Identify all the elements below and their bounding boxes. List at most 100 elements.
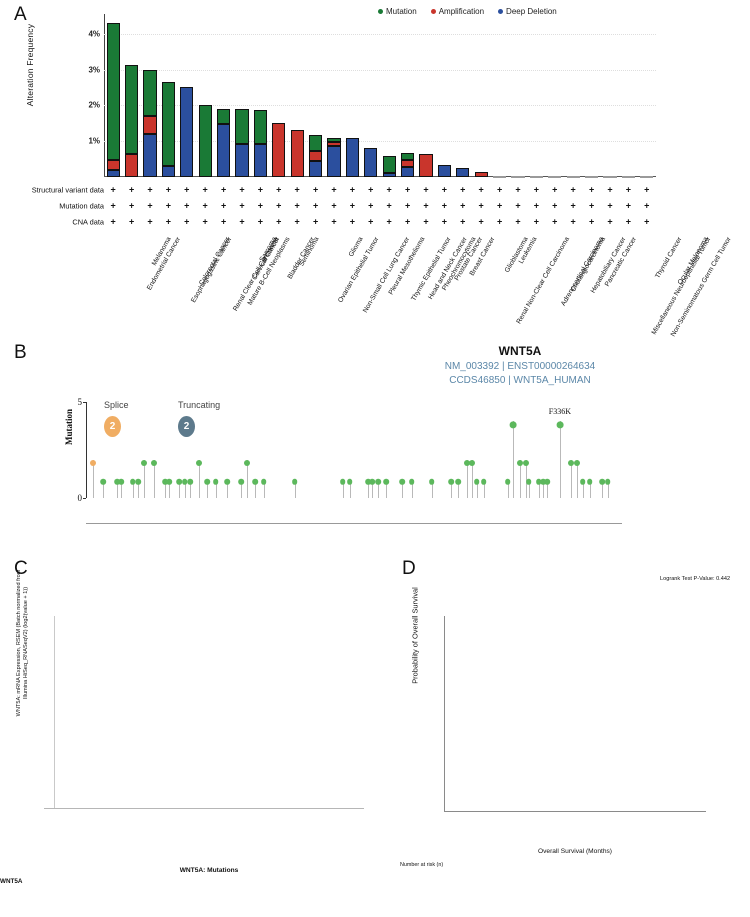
panel-a-bar[interactable] bbox=[106, 22, 120, 177]
panel-b-lollipop-marker[interactable] bbox=[586, 478, 593, 485]
panel-b-lollipop-marker[interactable] bbox=[140, 459, 147, 466]
panel-b-lollipop-marker[interactable] bbox=[135, 478, 141, 485]
panel-b-lollipop-marker[interactable] bbox=[383, 478, 390, 485]
panel-b-badge-count-splice[interactable]: 2 bbox=[104, 416, 121, 437]
panel-b-lollipop-marker[interactable] bbox=[118, 478, 125, 485]
panel-a-bar[interactable] bbox=[216, 108, 231, 177]
panel-a-bar-segment bbox=[106, 22, 120, 161]
panel-b-lollipop-marker[interactable] bbox=[409, 478, 415, 485]
panel-b-lollipop-marker[interactable] bbox=[252, 478, 259, 485]
panel-b-lollipop-marker[interactable] bbox=[509, 421, 517, 429]
panel-a-y-tick-4%: 4% bbox=[88, 29, 100, 39]
panel-a-bar-segment bbox=[143, 134, 157, 177]
panel-b-lollipop-marker[interactable] bbox=[579, 478, 586, 485]
panel-b-lollipop-marker[interactable] bbox=[473, 478, 480, 485]
panel-b-lollipop-marker[interactable] bbox=[556, 421, 564, 429]
panel-b-lollipop-marker[interactable] bbox=[448, 478, 455, 485]
panel-b-y-axis-line bbox=[86, 402, 87, 498]
panel-a-legend-item-amplification: Amplification bbox=[430, 7, 485, 16]
panel-b-lollipop-stem bbox=[207, 478, 209, 498]
panel-a-bar[interactable] bbox=[290, 130, 304, 177]
panel-b-lollipop-marker[interactable] bbox=[114, 478, 120, 485]
panel-b-lollipop-marker[interactable] bbox=[150, 459, 157, 466]
panel-b-lollipop-stem bbox=[342, 478, 344, 498]
panel-b-lollipop-marker[interactable] bbox=[504, 478, 511, 485]
panel-a-bar[interactable] bbox=[272, 122, 286, 177]
panel-b-lollipop-marker[interactable] bbox=[526, 478, 532, 485]
panel-a-bar[interactable] bbox=[180, 87, 194, 177]
panel-b-lollipop-marker[interactable] bbox=[375, 478, 381, 485]
panel-a-bar[interactable] bbox=[308, 135, 323, 177]
panel-b-lollipop-marker[interactable] bbox=[187, 478, 194, 485]
panel-b-lollipop-marker[interactable] bbox=[399, 478, 405, 485]
panel-b-lollipop-marker[interactable] bbox=[224, 478, 230, 485]
panel-a-bar[interactable] bbox=[419, 154, 433, 177]
panel-a-bar[interactable] bbox=[235, 109, 249, 177]
panel-a-availability-plus-icon: + bbox=[460, 200, 466, 211]
panel-b-lollipop-marker[interactable] bbox=[365, 478, 371, 485]
panel-b-lollipop-marker[interactable] bbox=[238, 478, 244, 485]
panel-b-lollipop-marker[interactable] bbox=[369, 478, 376, 485]
panel-b-lollipop-marker[interactable] bbox=[463, 459, 470, 466]
panel-b-lollipop-marker[interactable] bbox=[176, 478, 182, 485]
panel-a-availability-plus-icon: + bbox=[588, 200, 595, 211]
panel-d-x-axis-title: Overall Survival (Months) bbox=[537, 848, 612, 855]
panel-a-bar[interactable] bbox=[345, 138, 359, 177]
panel-b-lollipop-marker[interactable] bbox=[605, 478, 611, 485]
panel-a-availability-plus-icon: + bbox=[588, 216, 595, 227]
panel-a-bar[interactable] bbox=[327, 137, 341, 177]
panel-b-lollipop-marker[interactable] bbox=[540, 478, 546, 485]
panel-a-availability-plus-icon: + bbox=[276, 216, 282, 227]
panel-a-bar[interactable] bbox=[124, 65, 139, 177]
panel-b-lollipop-marker[interactable] bbox=[291, 478, 298, 485]
panel-b-lollipop-marker[interactable] bbox=[181, 478, 188, 485]
panel-c-boxplot: C WNT5A: mRNA Expression, RSEM (Batch no… bbox=[0, 556, 392, 917]
panel-b-lollipop-stem bbox=[559, 421, 561, 498]
panel-a-bar[interactable] bbox=[474, 172, 488, 177]
panel-b-lollipop-marker[interactable] bbox=[523, 459, 530, 466]
panel-b-lollipop-marker[interactable] bbox=[339, 478, 346, 485]
panel-b-lollipop-marker[interactable] bbox=[544, 478, 551, 485]
panel-b-lollipop-marker[interactable] bbox=[535, 478, 542, 485]
panel-b-lollipop-marker[interactable] bbox=[212, 478, 219, 485]
panel-b-lollipop-marker[interactable] bbox=[573, 459, 580, 466]
panel-a-bar[interactable] bbox=[382, 151, 396, 177]
panel-b-lollipop-marker[interactable] bbox=[166, 478, 173, 485]
panel-b-lollipop-marker[interactable] bbox=[243, 459, 250, 466]
panel-a-availability-plus-icon: + bbox=[257, 216, 264, 227]
panel-b-lollipop-marker[interactable] bbox=[90, 459, 97, 466]
panel-b-lollipop-marker[interactable] bbox=[568, 459, 575, 466]
panel-b-lollipop-stem bbox=[349, 478, 351, 498]
panel-b-lollipop-marker[interactable] bbox=[260, 478, 267, 485]
panel-b-lollipop-marker[interactable] bbox=[455, 478, 462, 485]
panel-b-lollipop-marker[interactable] bbox=[195, 459, 202, 466]
panel-b-lollipop-stem bbox=[184, 478, 186, 498]
panel-b-lollipop-marker[interactable] bbox=[480, 478, 487, 485]
panel-a-bar[interactable] bbox=[198, 104, 212, 177]
panel-a-availability-plus-icon: + bbox=[496, 200, 503, 211]
panel-a-bar[interactable] bbox=[253, 109, 267, 177]
panel-b-lollipop-marker[interactable] bbox=[517, 459, 524, 466]
panel-a-bar[interactable] bbox=[400, 153, 415, 177]
panel-b-lollipop-stem bbox=[215, 478, 217, 498]
panel-a-bar[interactable] bbox=[456, 167, 470, 177]
panel-b-lollipop-marker[interactable] bbox=[129, 478, 136, 485]
panel-a-bar-segment bbox=[106, 170, 120, 177]
panel-b-lollipop-marker[interactable] bbox=[204, 478, 211, 485]
panel-a-availability-plus-icon: + bbox=[533, 216, 540, 227]
panel-a-availability-plus-icon: + bbox=[460, 184, 466, 195]
panel-b-lollipop-marker[interactable] bbox=[100, 478, 106, 485]
legend-label: Amplification bbox=[438, 7, 485, 16]
panel-b-lollipop-stem bbox=[263, 478, 265, 498]
panel-a-bar[interactable] bbox=[364, 148, 378, 177]
panel-b-lollipop-marker[interactable] bbox=[428, 478, 435, 485]
panel-b-lollipop-marker[interactable] bbox=[162, 478, 168, 485]
panel-a-bar[interactable] bbox=[161, 82, 175, 177]
panel-b-lollipop-marker[interactable] bbox=[469, 459, 476, 466]
panel-b-lollipop-marker[interactable] bbox=[599, 478, 606, 485]
panel-b-badge-count-truncating[interactable]: 2 bbox=[178, 416, 195, 437]
panel-a-bar[interactable] bbox=[437, 164, 451, 177]
panel-b-lollipop-marker[interactable] bbox=[346, 478, 353, 485]
panel-a-bar[interactable] bbox=[143, 69, 157, 177]
panel-b-y-axis-title: Mutation bbox=[64, 409, 74, 445]
